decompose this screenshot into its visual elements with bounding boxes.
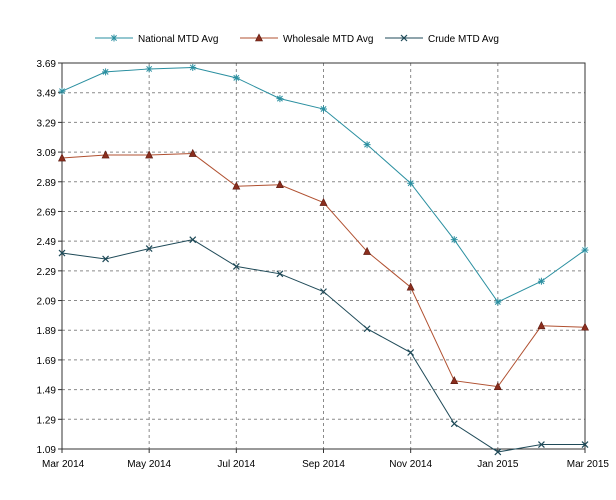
y-tick-label: 2.49 <box>37 237 57 248</box>
data-point-crude-mtd-avg <box>363 325 371 333</box>
data-point-wholesale-mtd-avg <box>363 246 372 255</box>
series-national-mtd-avg <box>58 63 589 306</box>
data-point-national-mtd-avg <box>58 87 66 95</box>
data-point-wholesale-mtd-avg <box>537 321 546 330</box>
grid <box>61 62 586 450</box>
data-point-crude-mtd-avg <box>189 236 197 244</box>
data-point-national-mtd-avg <box>189 63 197 71</box>
data-point-crude-mtd-avg <box>537 441 545 448</box>
y-tick-label: 1.69 <box>37 356 57 367</box>
data-point-national-mtd-avg <box>232 74 240 82</box>
legend-label-crude: Crude MTD Avg <box>428 34 499 45</box>
data-point-national-mtd-avg <box>102 68 110 76</box>
legend-marker-shape <box>400 34 408 42</box>
data-point-wholesale-mtd-avg <box>406 282 415 291</box>
y-tick-label: 2.69 <box>37 207 57 218</box>
data-point-crude-mtd-avg <box>145 245 153 253</box>
y-tick-label: 3.49 <box>37 89 57 100</box>
legend-item-crude: Crude MTD Avg <box>385 34 499 45</box>
data-point-crude-mtd-avg <box>232 262 240 270</box>
legend-item-national: National MTD Avg <box>95 34 218 45</box>
x-tick-label: Jul 2014 <box>217 459 255 470</box>
y-tick-label: 2.29 <box>37 267 57 278</box>
data-point-wholesale-mtd-avg <box>275 180 284 189</box>
data-point-crude-mtd-avg <box>581 441 589 448</box>
x-tick-label: Mar 2014 <box>42 459 85 470</box>
data-point-national-mtd-avg <box>407 179 415 187</box>
data-point-national-mtd-avg <box>363 141 371 149</box>
data-point-crude-mtd-avg <box>276 270 284 278</box>
x-tick-label: Sep 2014 <box>302 459 345 470</box>
legend-marker-crude <box>400 34 408 42</box>
series-layer <box>58 63 589 456</box>
series-crude-mtd-avg <box>58 236 589 456</box>
data-point-crude-mtd-avg <box>102 255 110 263</box>
data-point-wholesale-mtd-avg <box>319 197 328 206</box>
data-point-wholesale-mtd-avg <box>101 150 110 159</box>
legend-label-national: National MTD Avg <box>138 34 218 45</box>
data-point-national-mtd-avg <box>581 246 589 254</box>
data-point-crude-mtd-avg <box>407 349 415 356</box>
data-point-wholesale-mtd-avg <box>232 181 241 190</box>
legend: National MTD Avg Wholesale MTD Avg Crude… <box>95 33 499 45</box>
legend-marker-wholesale <box>255 33 263 42</box>
data-point-national-mtd-avg <box>145 65 153 73</box>
x-tick-label: Mar 2015 <box>567 459 610 470</box>
data-point-crude-mtd-avg <box>494 448 502 456</box>
y-tick-label: 1.49 <box>37 386 57 397</box>
x-tick-label: Jan 2015 <box>477 459 519 470</box>
x-tick-label: Nov 2014 <box>389 459 432 470</box>
y-tick-label: 1.29 <box>37 415 57 426</box>
legend-marker-shape <box>255 33 263 42</box>
y-tick-label: 3.69 <box>37 59 57 70</box>
data-point-wholesale-mtd-avg <box>188 148 197 157</box>
y-axis: 1.09 1.29 1.49 1.69 1.89 2.09 2.29 2.49 2.69 2.89… <box>37 59 62 456</box>
y-tick-label: 1.89 <box>37 326 57 337</box>
data-point-national-mtd-avg <box>494 298 502 306</box>
data-point-wholesale-mtd-avg <box>450 376 459 385</box>
data-point-national-mtd-avg <box>537 277 545 285</box>
data-point-national-mtd-avg <box>450 236 458 244</box>
y-tick-label: 3.09 <box>37 148 57 159</box>
data-point-national-mtd-avg <box>276 95 284 103</box>
data-point-wholesale-mtd-avg <box>58 153 66 162</box>
y-tick-label: 2.89 <box>37 178 57 189</box>
legend-label-wholesale: Wholesale MTD Avg <box>283 34 373 45</box>
legend-marker-national <box>110 34 118 42</box>
legend-item-wholesale: Wholesale MTD Avg <box>240 33 373 45</box>
data-point-crude-mtd-avg <box>450 420 458 428</box>
data-point-national-mtd-avg <box>320 105 327 113</box>
legend-marker-shape <box>110 34 118 42</box>
x-tick-label: May 2014 <box>127 459 171 470</box>
data-point-wholesale-mtd-avg <box>145 150 154 159</box>
data-point-wholesale-mtd-avg <box>581 322 589 331</box>
data-point-wholesale-mtd-avg <box>493 381 502 390</box>
y-tick-label: 3.29 <box>37 118 57 129</box>
x-axis: Mar 2014 May 2014 Jul 2014 Sep 2014 Nov 2014… <box>42 449 609 470</box>
series-wholesale-mtd-avg <box>58 148 589 390</box>
data-point-crude-mtd-avg <box>320 288 327 296</box>
y-tick-label: 1.09 <box>37 445 57 456</box>
y-tick-label: 2.09 <box>37 297 57 308</box>
data-point-crude-mtd-avg <box>58 249 66 257</box>
